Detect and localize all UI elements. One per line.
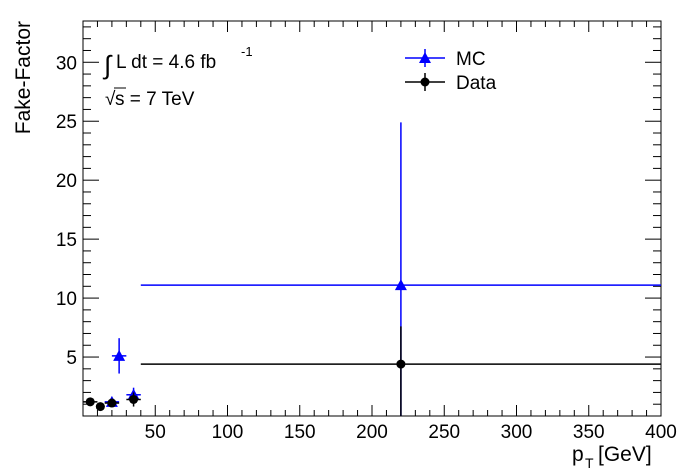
data-point-data [104, 398, 120, 408]
data-point-mc [111, 338, 127, 374]
plot-frame [82, 20, 662, 417]
series-mc [104, 122, 661, 416]
x-axis-title-main: p [572, 443, 584, 466]
circle-marker [85, 397, 95, 407]
x-tick-label: 250 [428, 422, 460, 443]
legend-data-label: Data [456, 73, 497, 94]
x-tick-label: 50 [145, 422, 166, 443]
data-point-data [83, 397, 98, 407]
y-tick-label: 30 [56, 53, 77, 74]
x-tick-label: 100 [212, 422, 244, 443]
circle-marker [396, 359, 406, 369]
y-axis-title: Fake-Factor [12, 21, 35, 134]
y-tick-label: 20 [56, 171, 77, 192]
energy-annotation: √ s = 7 TeV [105, 87, 195, 110]
legend-entry-data: Data [405, 73, 497, 94]
data-point-data [95, 402, 105, 412]
energy-text: s = 7 TeV [115, 89, 195, 110]
series-data [83, 326, 661, 416]
y-tick-label: 5 [66, 348, 77, 369]
lumi-text: L dt = 4.6 fb [116, 52, 216, 73]
x-axis-title-unit: [GeV] [598, 443, 652, 466]
y-tick-label: 25 [56, 112, 77, 133]
legend: MC Data [405, 49, 497, 94]
tick-labels: 50 100 150 200 250 300 350 400 5 10 15 20 25 30 [56, 53, 677, 443]
x-axis-title: p T [GeV] [572, 443, 652, 471]
y-tick-label: 15 [56, 230, 77, 251]
legend-entry-mc: MC [405, 49, 486, 70]
lumi-annotation: ∫ L dt = 4.6 fb -1 [102, 44, 253, 80]
data-point-data [140, 326, 661, 416]
x-tick-label: 150 [284, 422, 316, 443]
triangle-marker [394, 279, 407, 291]
x-tick-label: 400 [645, 422, 677, 443]
legend-data-marker [420, 77, 430, 87]
y-tick-label: 10 [56, 289, 77, 310]
lumi-superscript: -1 [241, 44, 253, 59]
circle-marker [95, 402, 105, 412]
data-point-data [126, 392, 141, 407]
circle-marker [107, 398, 117, 408]
integral-sign: ∫ [102, 50, 113, 80]
axis-ticks [82, 21, 662, 417]
sqrt-sign: √ [105, 89, 116, 110]
legend-mc-label: MC [456, 49, 486, 70]
triangle-marker [113, 349, 126, 361]
circle-marker [129, 394, 139, 404]
x-axis-title-subscript: T [585, 455, 594, 471]
legend-mc-marker [419, 52, 431, 63]
x-tick-label: 200 [356, 422, 388, 443]
x-tick-label: 300 [501, 422, 533, 443]
x-tick-label: 350 [573, 422, 605, 443]
series-layer [83, 122, 661, 416]
